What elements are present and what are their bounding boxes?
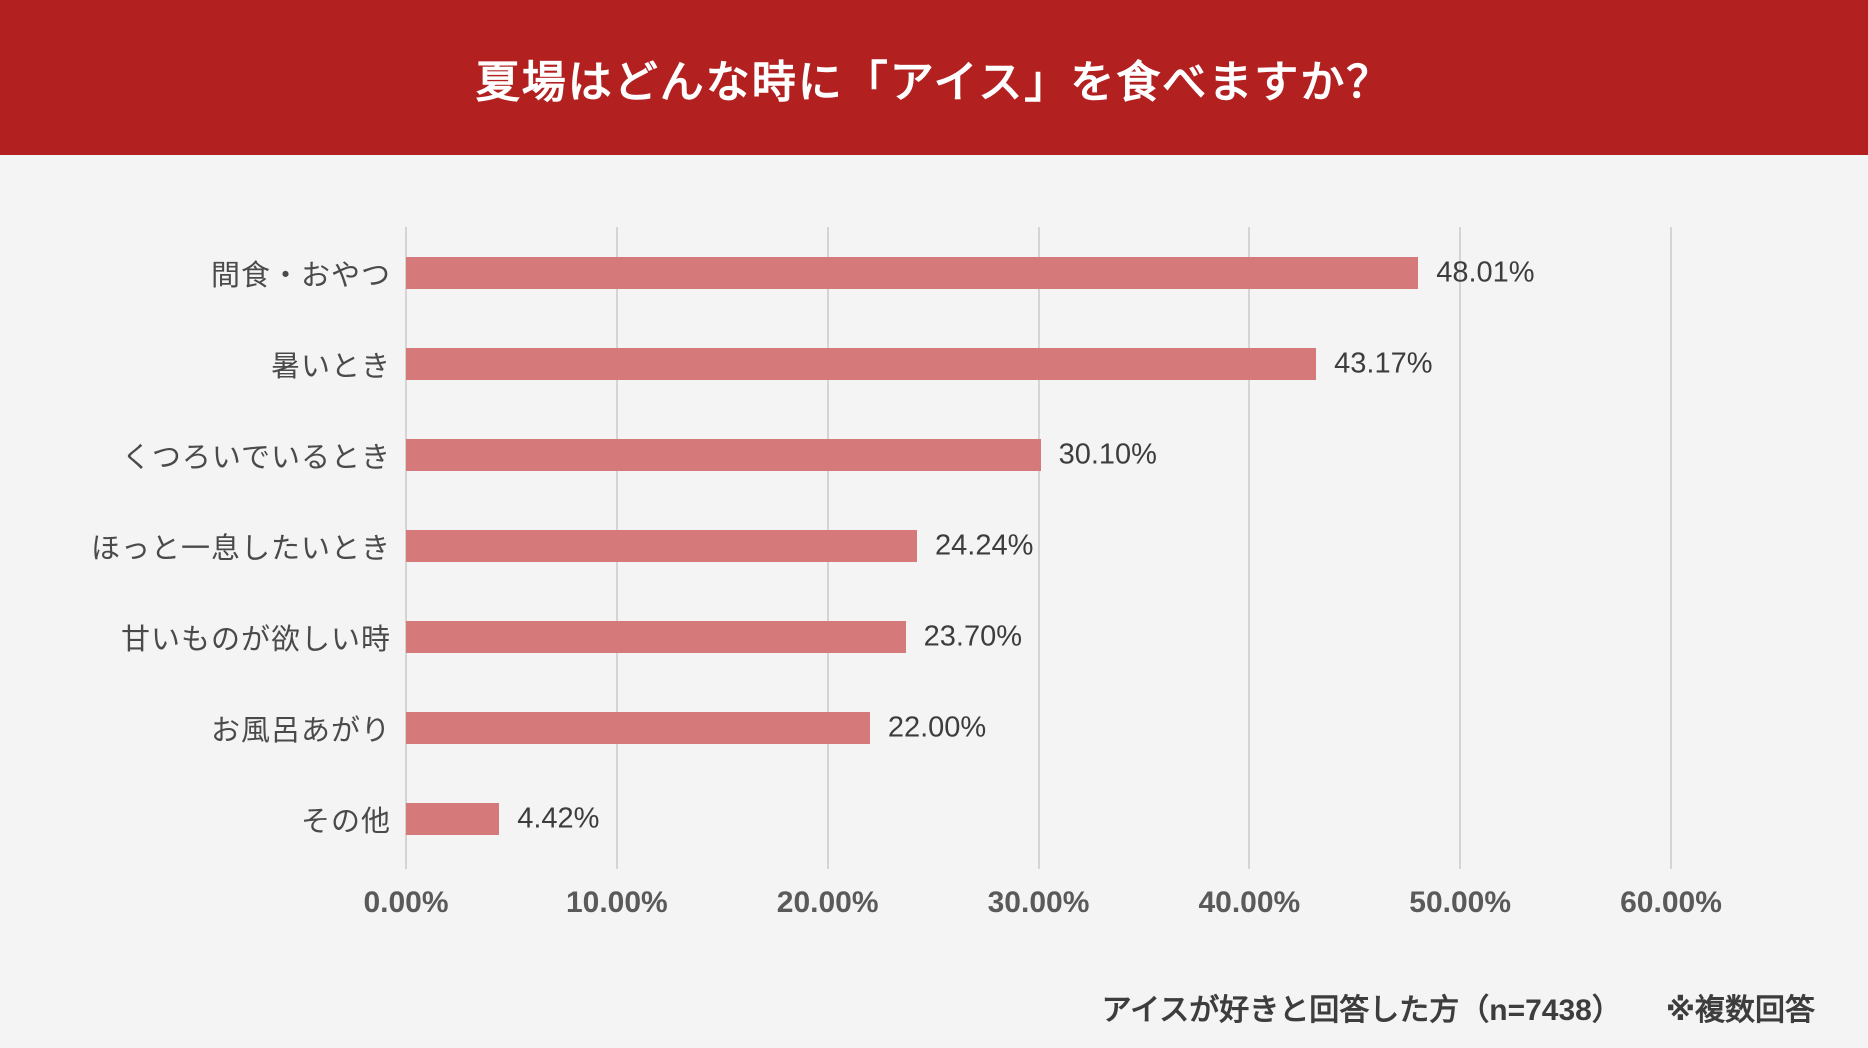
bar	[406, 348, 1317, 380]
bar	[406, 621, 906, 653]
x-axis-ticks: 0.00% 10.00% 20.00% 30.00% 40.00% 50.00% 60.00…	[363, 886, 1721, 930]
x-tick-label: 0.00%	[363, 886, 449, 919]
bar	[406, 439, 1041, 471]
bar-row: 48.01%	[406, 257, 1671, 289]
x-tick-label: 60.00%	[1620, 886, 1722, 919]
category-axis: 間食・おやつ暑いときくつろいでいるときほっと一息したいとき甘いものが欲しい時お風…	[0, 227, 391, 864]
plot-area: 48.01% 43.17% 30.10% 24.24% 23.70% 22.00% 4.42…	[405, 227, 1672, 869]
bar-value-label: 4.42%	[517, 802, 600, 835]
bar-value-label: 22.00%	[887, 711, 987, 744]
x-tick-label: 20.00%	[776, 886, 879, 919]
chart-title-banner: 夏場はどんな時に「アイス」を食べますか？	[0, 0, 1868, 155]
sample-size-note: アイスが好きと回答した方（n=7438）	[1101, 994, 1622, 1027]
category-label: ほっと一息したいとき	[90, 532, 391, 565]
bar	[406, 530, 918, 562]
category-label: 暑いとき	[270, 350, 391, 383]
x-tick-label: 30.00%	[987, 886, 1090, 919]
category-label: くつろいでいるとき	[121, 441, 391, 474]
gridline	[1459, 227, 1462, 869]
gridline	[1670, 227, 1672, 869]
multiple-answer-note: ※複数回答	[1665, 994, 1815, 1027]
category-label: 間食・おやつ	[210, 259, 391, 292]
bar-row: 4.42%	[406, 803, 1671, 835]
gridline	[1248, 227, 1251, 869]
category-label: お風呂あがり	[210, 714, 391, 747]
gridline	[1037, 227, 1040, 869]
bar-value-label: 43.17%	[1334, 347, 1433, 380]
x-tick-label: 40.00%	[1198, 886, 1301, 919]
bar	[406, 803, 500, 835]
bar-value-label: 30.10%	[1058, 438, 1157, 471]
bar-value-label: 24.24%	[935, 529, 1034, 562]
category-label: その他	[300, 805, 391, 838]
x-tick-label: 10.00%	[565, 886, 668, 919]
bar-row: 23.70%	[406, 621, 1671, 653]
x-tick-label: 50.00%	[1409, 886, 1512, 919]
bar-value-label: 48.01%	[1436, 256, 1535, 289]
bar-row: 22.00%	[406, 712, 1671, 744]
bar	[406, 257, 1419, 289]
page-title: 夏場はどんな時に「アイス」を食べますか？	[475, 57, 1393, 107]
bar-value-label: 23.70%	[923, 620, 1023, 653]
bar-row: 24.24%	[406, 530, 1671, 562]
category-label: 甘いものが欲しい時	[120, 623, 391, 656]
bar-row: 43.17%	[406, 348, 1671, 380]
bar-row: 30.10%	[406, 439, 1671, 471]
bar	[406, 712, 870, 744]
footer-note: アイスが好きと回答した方（n=7438） ※複数回答	[1102, 985, 1815, 1029]
